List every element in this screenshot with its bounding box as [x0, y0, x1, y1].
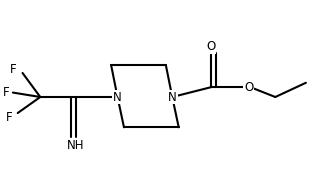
Text: F: F — [3, 86, 9, 100]
Text: F: F — [10, 63, 17, 76]
Text: N: N — [168, 90, 177, 104]
Text: O: O — [206, 40, 215, 53]
Text: N: N — [113, 90, 122, 104]
Text: NH: NH — [67, 138, 84, 152]
Text: O: O — [244, 81, 253, 94]
Text: F: F — [6, 111, 13, 124]
